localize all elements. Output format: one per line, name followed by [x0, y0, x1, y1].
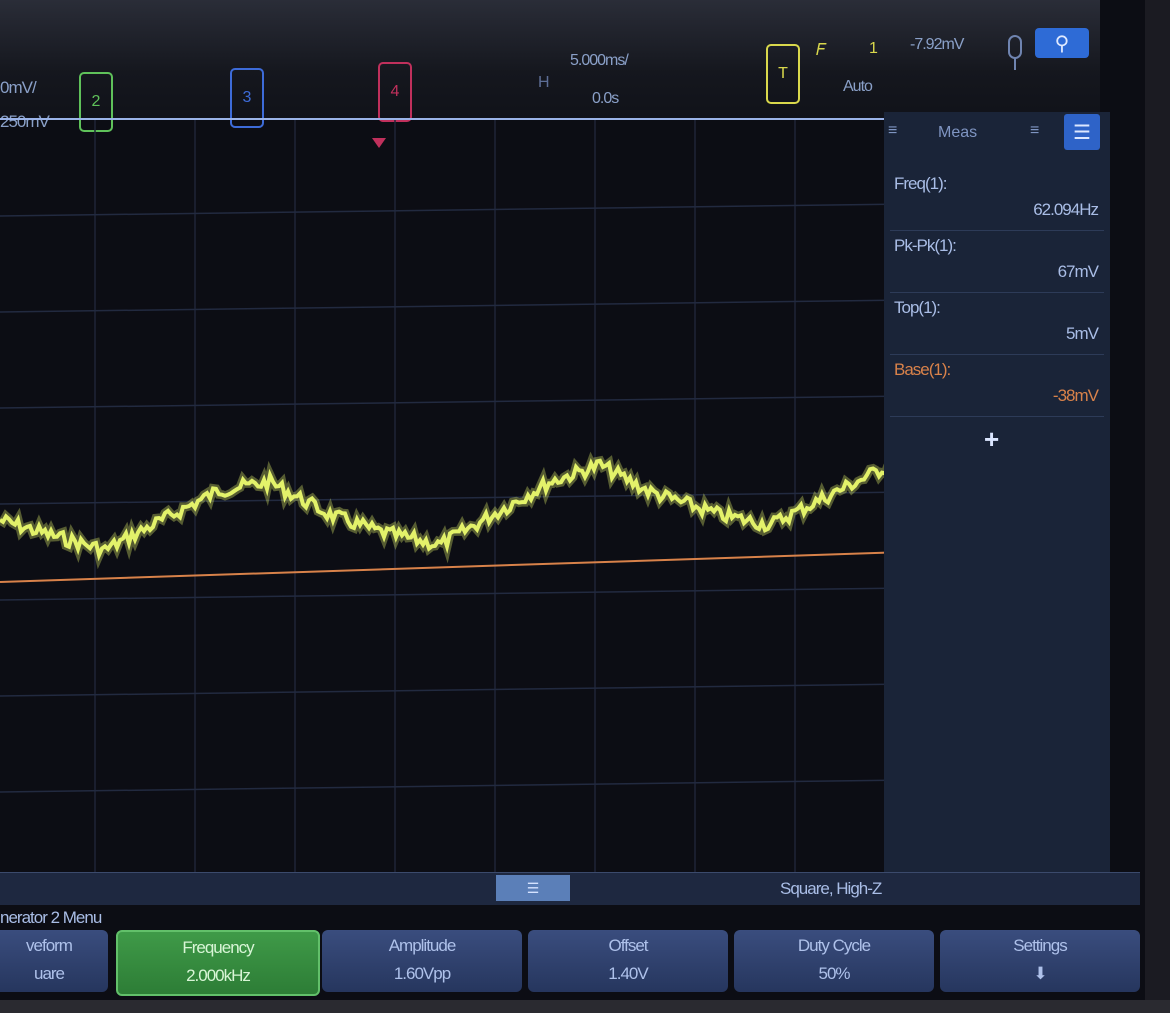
softkey-label: Amplitude	[388, 936, 457, 955]
softkey-value: 1.60Vpp	[393, 964, 451, 983]
list-icon: ☰	[1073, 121, 1091, 144]
trigger-slope-icon: 𝐹	[816, 42, 826, 59]
scroll-handle[interactable]: ☰	[496, 875, 570, 901]
measurement-row[interactable]: Pk-Pk(1): 67mV	[890, 232, 1104, 293]
generator-status-strip: ☰ Square, High-Z	[0, 872, 1140, 905]
softkey-amplitude[interactable]: Amplitude 1.60Vpp	[322, 930, 522, 992]
trigger-mode[interactable]: Auto	[843, 78, 873, 95]
softkey-duty-cycle[interactable]: Duty Cycle 50%	[734, 930, 934, 992]
menu-lines-icon: ≡	[888, 122, 898, 139]
add-measurement-button[interactable]: +	[984, 424, 1000, 454]
softkey-value: uare	[33, 964, 65, 983]
waveform-display	[0, 120, 906, 893]
ch1-trace	[0, 458, 890, 562]
generator-status: Square, High-Z	[780, 879, 882, 898]
softkey-label: Frequency	[182, 938, 254, 957]
measurement-panel: ≡ Meas ≡ ☰ Freq(1): 62.094Hz Pk-Pk(1): 67mV…	[884, 112, 1110, 872]
grip-icon: ☰	[526, 879, 540, 896]
channel-3-button[interactable]: 3	[230, 68, 264, 128]
softkey-value: 1.40V	[608, 964, 648, 983]
grid-horizontal-line	[0, 779, 906, 793]
softkey-label: veform	[26, 936, 73, 955]
softkey-label: Settings	[1013, 936, 1067, 955]
channel-4-button[interactable]: 4	[378, 62, 412, 122]
measurement-row[interactable]: Base(1): -38mV	[890, 356, 1104, 417]
measurement-row[interactable]: Freq(1): 62.094Hz	[890, 170, 1104, 231]
grid-horizontal-line	[0, 299, 906, 313]
waveform-graticule[interactable]	[0, 118, 910, 893]
channel-2-button[interactable]: 2	[79, 72, 113, 132]
ch1-scale-top: 0mV/	[0, 78, 37, 97]
meas-menu-button[interactable]: ☰	[1064, 114, 1100, 150]
measurement-value: 62.094Hz	[1033, 200, 1099, 219]
grid-horizontal-line	[0, 395, 906, 409]
microphone-icon[interactable]	[1002, 34, 1028, 74]
horizontal-label[interactable]: H	[538, 74, 550, 91]
trigger-level: -7.92mV	[910, 36, 964, 53]
measurement-name: Freq(1):	[894, 174, 947, 193]
meas-title: Meas	[938, 124, 978, 141]
measurement-value: 5mV	[1066, 324, 1099, 343]
grid-horizontal-line	[0, 203, 906, 217]
trigger-button[interactable]: T	[766, 44, 800, 104]
softkey-label: Offset	[608, 936, 648, 955]
softkey-value: 50%	[818, 964, 850, 983]
softkey-value: 2.000kHz	[186, 966, 251, 985]
measurement-name: Base(1):	[894, 360, 951, 379]
oscilloscope-screen: 0mV/ 250mV 2 3 4 H 5.000ms/ 0.0s T 𝐹 1 A…	[0, 0, 1145, 1000]
softkey-offset[interactable]: Offset 1.40V	[528, 930, 728, 992]
measurement-row[interactable]: Top(1): 5mV	[890, 294, 1104, 355]
menu-lines-icon: ≡	[1030, 122, 1040, 139]
device-bezel	[0, 1000, 1170, 1013]
search-button[interactable]: ⚲	[1035, 28, 1089, 58]
measurement-header: ≡ Meas ≡ ☰	[884, 112, 1110, 154]
ch1-scale-bottom: 250mV	[0, 112, 50, 131]
down-arrow-icon: ⬇	[1033, 964, 1047, 983]
measurement-name: Pk-Pk(1):	[894, 236, 957, 255]
measurement-value: -38mV	[1052, 386, 1099, 405]
measurement-name: Top(1):	[894, 298, 941, 317]
grid-horizontal-line	[0, 683, 906, 697]
softkey-settings[interactable]: Settings ⬇	[940, 930, 1140, 992]
timebase-value[interactable]: 5.000ms/	[570, 52, 629, 69]
base-level-line	[0, 551, 906, 583]
magnifier-icon: ⚲	[1054, 32, 1070, 55]
grid-horizontal-line	[0, 587, 906, 601]
trigger-source: 1	[869, 40, 878, 57]
status-bar: 0mV/ 250mV 2 3 4 H 5.000ms/ 0.0s T 𝐹 1 A…	[0, 0, 1100, 132]
softkey-waveform[interactable]: veform uare	[0, 930, 108, 992]
softkey-label: Duty Cycle	[797, 936, 871, 955]
measurement-value: 67mV	[1057, 262, 1099, 281]
delay-value[interactable]: 0.0s	[592, 90, 619, 107]
trigger-position-marker	[372, 138, 386, 148]
grid-horizontal-line	[0, 491, 906, 505]
menu-title: nerator 2 Menu	[0, 908, 102, 927]
softkey-frequency[interactable]: Frequency 2.000kHz	[116, 930, 320, 996]
